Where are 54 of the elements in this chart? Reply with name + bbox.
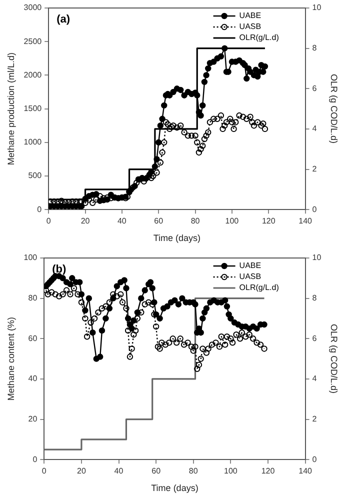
x-axis-title: Time (days)	[151, 483, 198, 494]
legend-label: UASB	[239, 272, 262, 282]
y2-tick-label: 8	[312, 294, 318, 303]
y-tick-label: 3000	[24, 3, 42, 12]
y-tick-label: 0	[32, 454, 38, 464]
y-tick-label: 100	[24, 253, 38, 262]
y-tick-label: 60	[28, 334, 38, 343]
y-tick-label: 2500	[24, 36, 42, 46]
legend-label: UABE	[239, 261, 262, 270]
y-tick-label: 2000	[24, 70, 42, 80]
y2-tick-label: 2	[312, 164, 318, 174]
legend-label: OLR(g/L.d)	[239, 283, 280, 292]
y2-tick-label: 4	[312, 374, 318, 384]
y2-tick-label: 8	[312, 44, 318, 53]
legend-label: UASB	[239, 22, 262, 32]
y2-tick-label: 10	[312, 3, 322, 12]
x-tick-label: 140	[298, 216, 313, 226]
y-tick-label: 40	[28, 374, 38, 384]
x-axis-title: Time (days)	[153, 233, 201, 244]
x-tick-label: 20	[80, 216, 90, 226]
y-tick-label: 80	[28, 294, 38, 303]
legend-label: UABE	[239, 11, 262, 20]
x-tick-label: 40	[117, 216, 127, 226]
y2-axis-title: OLR (g COD/L.d)	[329, 74, 340, 144]
x-tick-label: 100	[224, 466, 238, 476]
x-tick-label: 100	[225, 216, 240, 226]
x-tick-label: 20	[77, 466, 86, 476]
x-tick-label: 120	[261, 466, 276, 476]
x-tick-label: 140	[298, 466, 313, 476]
x-tick-label: 40	[114, 466, 124, 476]
text: (a)	[56, 14, 70, 26]
x-tick-label: 0	[46, 216, 52, 226]
y2-tick-label: 6	[312, 334, 318, 343]
y2-tick-label: 6	[312, 84, 318, 93]
y2-axis-title: OLR (g COD/L.d)	[329, 324, 340, 394]
x-tick-label: 80	[188, 466, 198, 476]
y-tick-label: 500	[28, 171, 42, 180]
y2-tick-label: 2	[312, 414, 318, 424]
x-tick-label: 80	[190, 216, 200, 226]
y-tick-label: 0	[37, 204, 42, 214]
x-tick-label: 60	[154, 216, 164, 226]
y-tick-label: 20	[28, 414, 38, 424]
y2-tick-label: 0	[312, 204, 318, 214]
y-tick-label: 1000	[24, 138, 42, 147]
y2-tick-label: 4	[312, 124, 318, 134]
y-axis-title: Methane production (ml/L.d)	[6, 52, 16, 166]
y-axis-title: Methane content (%)	[6, 317, 16, 401]
y-tick-label: 1500	[24, 104, 42, 114]
x-tick-label: 60	[152, 466, 162, 476]
y2-tick-label: 10	[312, 253, 322, 262]
text: (b)	[52, 264, 67, 276]
legend-label: OLR(g/L.d)	[239, 33, 280, 42]
x-tick-label: 120	[262, 216, 276, 226]
y2-tick-label: 0	[312, 454, 318, 464]
